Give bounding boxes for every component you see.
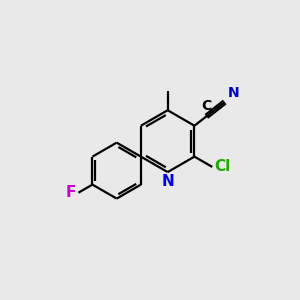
- Text: C: C: [201, 99, 211, 113]
- Text: N: N: [227, 86, 239, 100]
- Text: N: N: [161, 174, 174, 189]
- Text: F: F: [66, 185, 76, 200]
- Text: Cl: Cl: [214, 159, 231, 174]
